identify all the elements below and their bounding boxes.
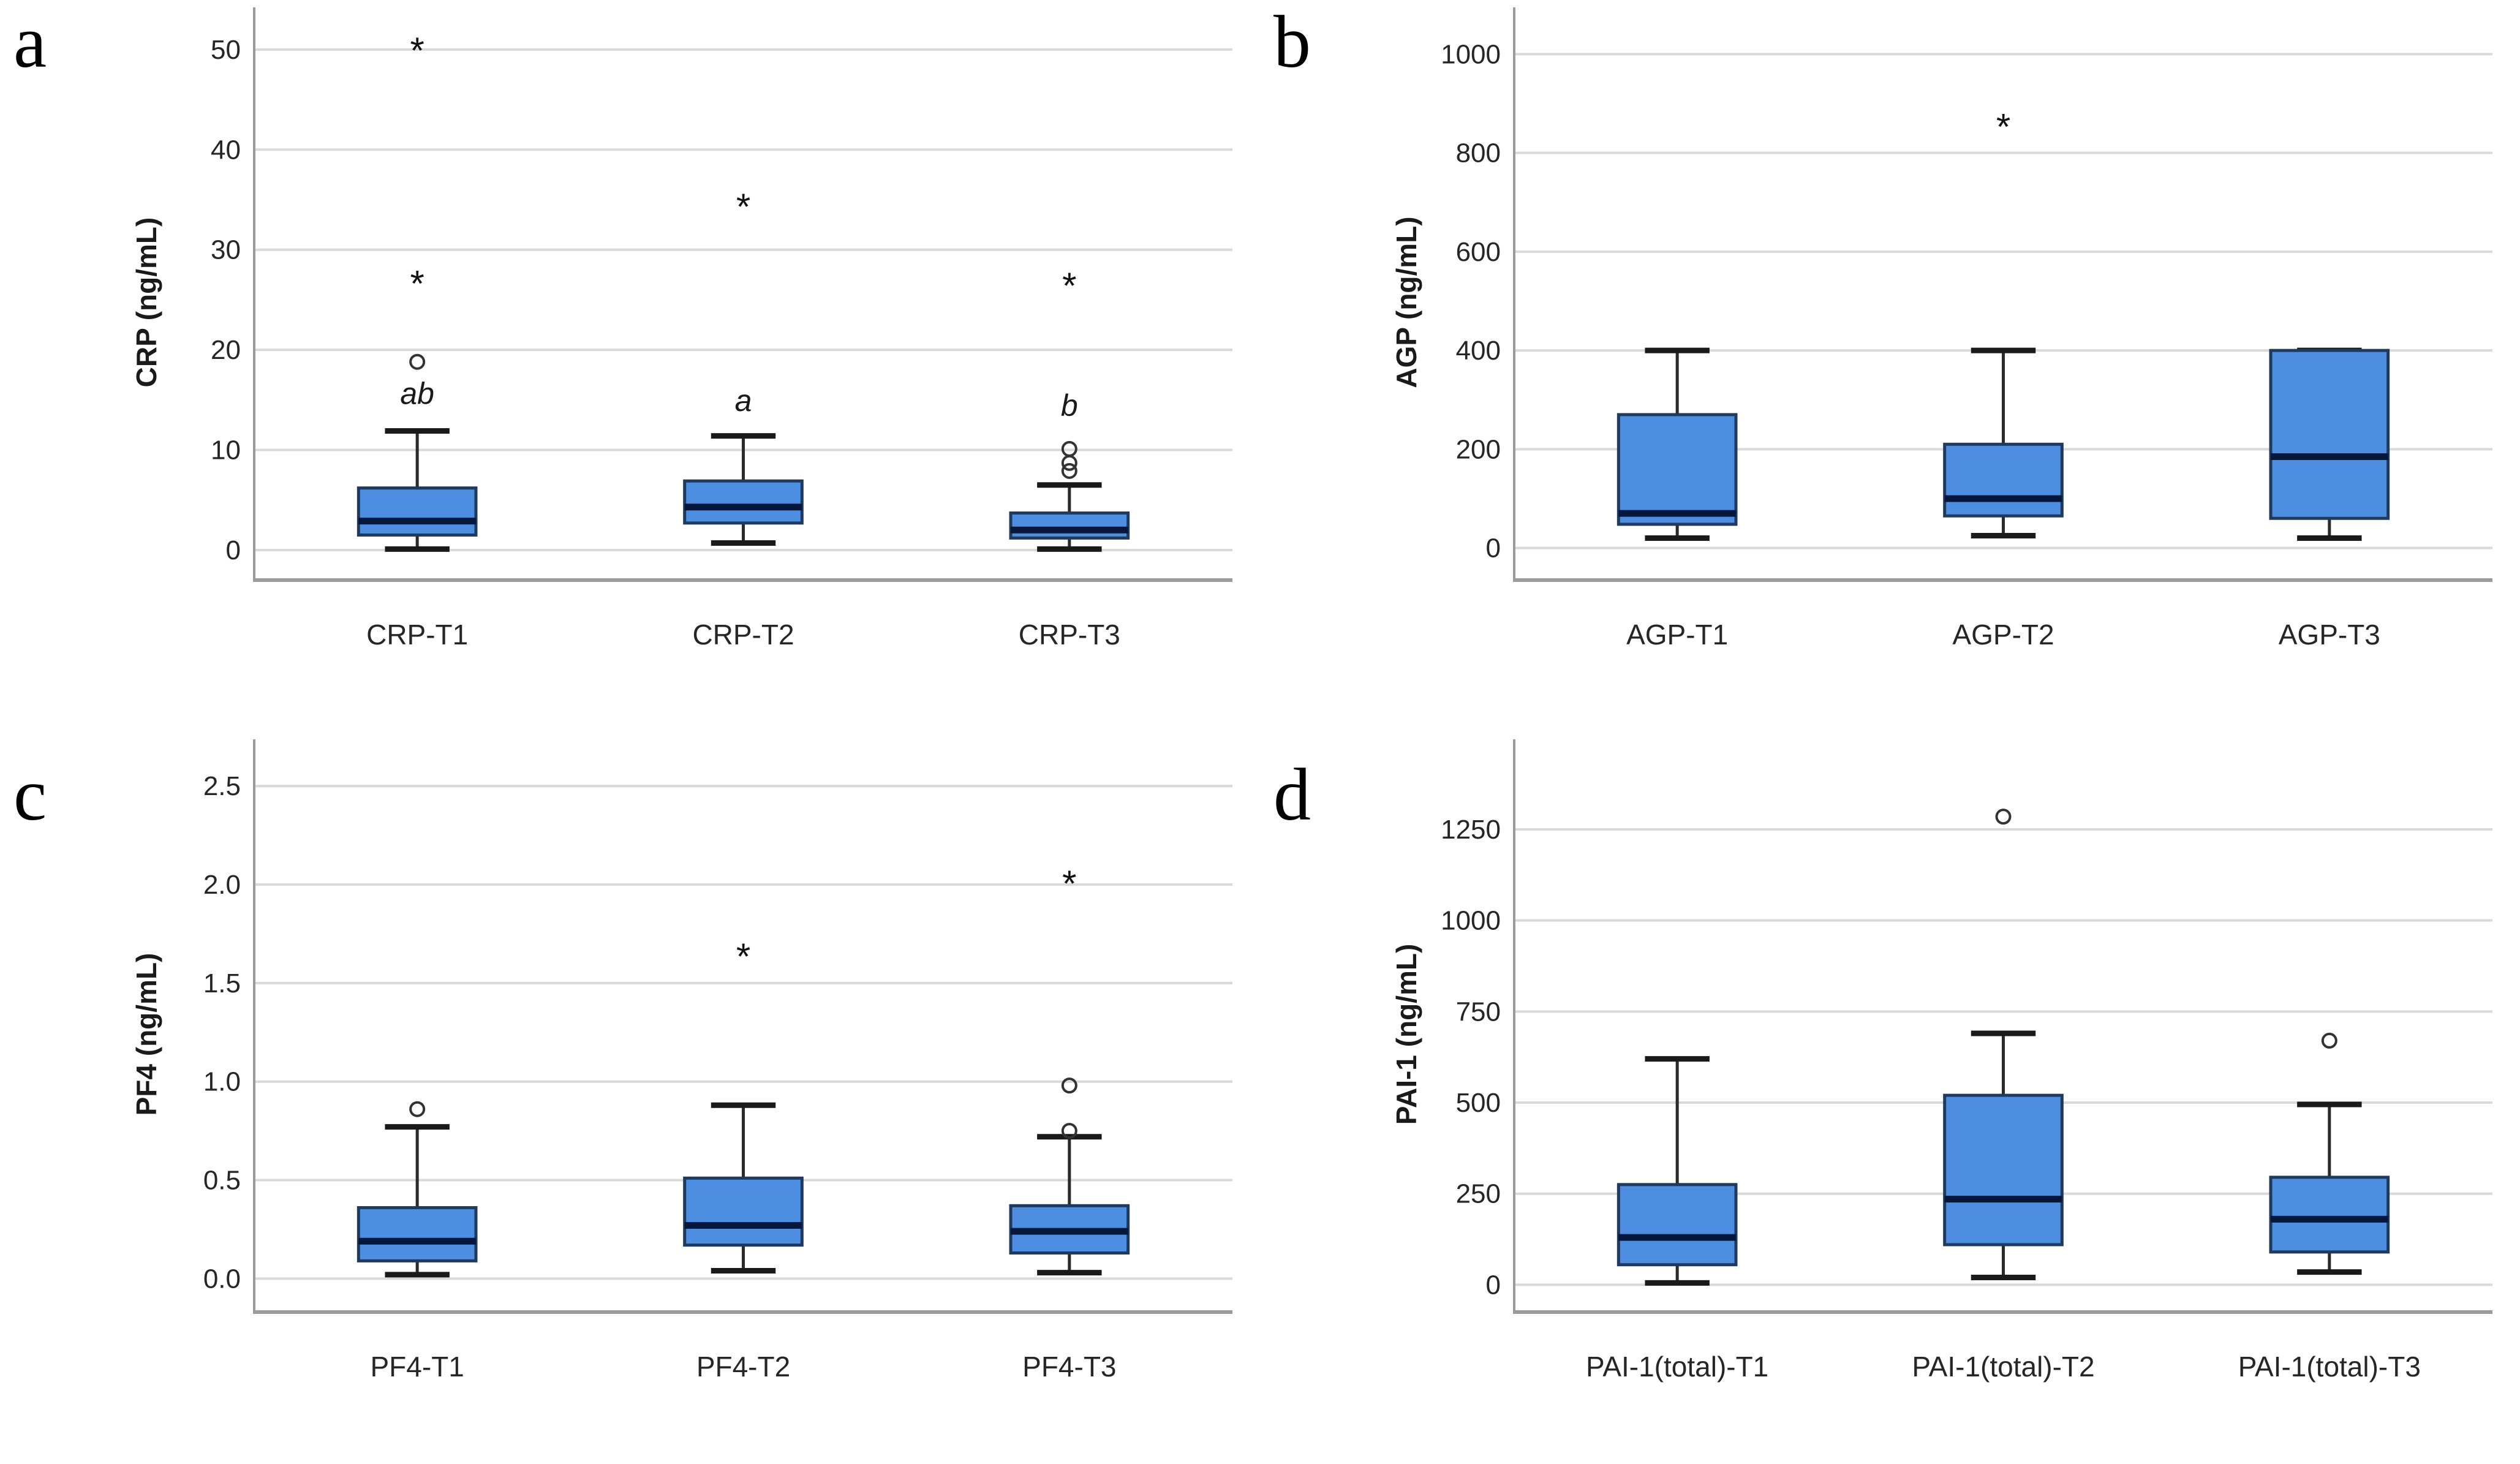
y-tick-label: 1.5 bbox=[203, 968, 241, 998]
y-tick-label: 500 bbox=[1456, 1088, 1501, 1118]
panel-b-boxplot-svg: 0 200 400 600 800 1000 AGP (ng/mL) AGP-T1 * AGP-T… bbox=[1390, 7, 2492, 651]
box-AGP-T3: AGP-T3 bbox=[2269, 347, 2390, 651]
box-AGP-T1: AGP-T1 bbox=[1616, 347, 1738, 651]
significance-letter: a bbox=[735, 383, 752, 418]
iqr-box bbox=[683, 1176, 804, 1247]
panel-d: d 0 250 500 750 1000 1250 PAI-1 (ng/mL) PAI-1(t… bbox=[1260, 732, 2520, 1464]
y-tick-label: 1.0 bbox=[203, 1067, 241, 1097]
category-label: AGP-T2 bbox=[1952, 619, 2054, 651]
iqr-box bbox=[1943, 1093, 2064, 1247]
category-label: CRP-T2 bbox=[692, 619, 794, 651]
box-PAI-1(total)-T1: PAI-1(total)-T1 bbox=[1586, 1056, 1768, 1383]
panel-b-letter: b bbox=[1273, 1, 1311, 83]
y-axis-title: CRP (ng/mL) bbox=[130, 217, 162, 388]
panel-a-letter: a bbox=[13, 1, 47, 83]
extreme-star: * bbox=[1996, 106, 2010, 147]
y-axis-title: AGP (ng/mL) bbox=[1390, 216, 1422, 388]
outlier-circle bbox=[1995, 809, 2012, 825]
iqr-box bbox=[1616, 1183, 1738, 1267]
outlier-circle bbox=[409, 353, 426, 370]
outlier-circle bbox=[1061, 440, 1077, 457]
extreme-star: * bbox=[736, 936, 750, 977]
category-label: AGP-T1 bbox=[1626, 619, 1728, 651]
category-label: PF4-T1 bbox=[370, 1351, 464, 1383]
box-PF4-T1: PF4-T1 bbox=[356, 1101, 478, 1383]
y-axis-title: PF4 (ng/mL) bbox=[130, 953, 162, 1116]
y-tick-label: 0 bbox=[1486, 534, 1501, 564]
extreme-star: * bbox=[736, 186, 750, 227]
category-label: PAI-1(total)-T3 bbox=[2238, 1351, 2421, 1383]
significance-letter: b bbox=[1061, 388, 1078, 423]
y-tick-label: 40 bbox=[211, 135, 241, 165]
y-tick-label: 400 bbox=[1456, 336, 1501, 366]
y-tick-label: 1000 bbox=[1441, 39, 1501, 69]
y-tick-label: 50 bbox=[211, 35, 241, 65]
iqr-box bbox=[683, 479, 804, 525]
y-tick-label: 20 bbox=[211, 335, 241, 365]
category-label: AGP-T3 bbox=[2279, 619, 2380, 651]
box-PAI-1(total)-T3: PAI-1(total)-T3 bbox=[2238, 1032, 2421, 1383]
y-tick-label: 2.0 bbox=[203, 870, 241, 900]
y-tick-label: 0 bbox=[226, 535, 241, 565]
iqr-box bbox=[2269, 349, 2390, 520]
y-tick-label: 200 bbox=[1456, 434, 1501, 464]
category-label: CRP-T3 bbox=[1019, 619, 1120, 651]
panel-c-boxplot-svg: 0.0 0.5 1.0 1.5 2.0 2.5 PF4 (ng/mL) PF4-T1 * PF4-… bbox=[130, 739, 1232, 1383]
category-label: PAI-1(total)-T2 bbox=[1912, 1351, 2094, 1383]
panel-a-boxplot-svg: 0 10 20 30 40 50 CRP (ng/mL) * * ab CRP-T1 * a CRP-T2… bbox=[130, 7, 1232, 651]
iqr-box bbox=[356, 1206, 478, 1262]
box-PAI-1(total)-T2: PAI-1(total)-T2 bbox=[1912, 809, 2095, 1383]
box-PF4-T2: * PF4-T2 bbox=[683, 936, 804, 1383]
outlier-circle bbox=[1061, 1123, 1077, 1139]
outlier-circle bbox=[1061, 462, 1077, 479]
panel-d-letter: d bbox=[1273, 753, 1311, 836]
box-CRP-T1: * * ab CRP-T1 bbox=[356, 30, 478, 651]
y-tick-label: 600 bbox=[1456, 237, 1501, 267]
outlier-circle bbox=[409, 1101, 426, 1117]
y-tick-label: 0.0 bbox=[203, 1264, 241, 1294]
y-tick-label: 1250 bbox=[1441, 815, 1501, 845]
extreme-star: * bbox=[410, 263, 424, 304]
category-label: PF4-T2 bbox=[696, 1351, 790, 1383]
y-tick-label: 10 bbox=[211, 436, 241, 466]
y-tick-label: 1000 bbox=[1441, 906, 1501, 936]
category-label: PAI-1(total)-T1 bbox=[1586, 1351, 1768, 1383]
outlier-circle bbox=[2321, 1032, 2337, 1049]
outlier-circle bbox=[1061, 1077, 1077, 1094]
category-label: CRP-T1 bbox=[366, 619, 468, 651]
outlier-circle bbox=[1061, 455, 1077, 471]
box-CRP-T2: * a CRP-T2 bbox=[683, 186, 804, 651]
iqr-box bbox=[1009, 511, 1130, 540]
iqr-box bbox=[2269, 1175, 2390, 1254]
box-CRP-T3: * b CRP-T3 bbox=[1009, 265, 1130, 651]
y-tick-label: 750 bbox=[1456, 997, 1501, 1027]
y-tick-label: 800 bbox=[1456, 138, 1501, 168]
panel-a: a 0 10 20 30 40 50 CRP (ng/mL) * * ab CRP-T1 * a CRP-… bbox=[0, 0, 1260, 732]
panel-c-letter: c bbox=[13, 753, 47, 836]
iqr-box bbox=[356, 486, 478, 537]
extreme-star: * bbox=[410, 30, 424, 71]
extreme-star: * bbox=[1062, 863, 1076, 904]
iqr-box bbox=[1616, 413, 1738, 526]
category-label: PF4-T3 bbox=[1022, 1351, 1116, 1383]
box-AGP-T2: * AGP-T2 bbox=[1943, 106, 2064, 651]
significance-letter: ab bbox=[400, 376, 434, 410]
panel-c: c 0.0 0.5 1.0 1.5 2.0 2.5 PF4 (ng/mL) PF4-T1 * PF… bbox=[0, 732, 1260, 1464]
y-tick-label: 0.5 bbox=[203, 1166, 241, 1196]
y-tick-label: 2.5 bbox=[203, 771, 241, 801]
y-tick-label: 250 bbox=[1456, 1179, 1501, 1209]
y-tick-label: 0 bbox=[1486, 1270, 1501, 1300]
panel-b: b 0 200 400 600 800 1000 AGP (ng/mL) AGP-T1 * AGP… bbox=[1260, 0, 2520, 732]
y-axis-title: PAI-1 (ng/mL) bbox=[1390, 944, 1422, 1125]
y-tick-label: 30 bbox=[211, 235, 241, 265]
iqr-box bbox=[1943, 442, 2064, 518]
panel-d-boxplot-svg: 0 250 500 750 1000 1250 PAI-1 (ng/mL) PAI-1(tot… bbox=[1390, 739, 2492, 1383]
extreme-star: * bbox=[1062, 265, 1076, 306]
box-PF4-T3: * PF4-T3 bbox=[1009, 863, 1130, 1383]
